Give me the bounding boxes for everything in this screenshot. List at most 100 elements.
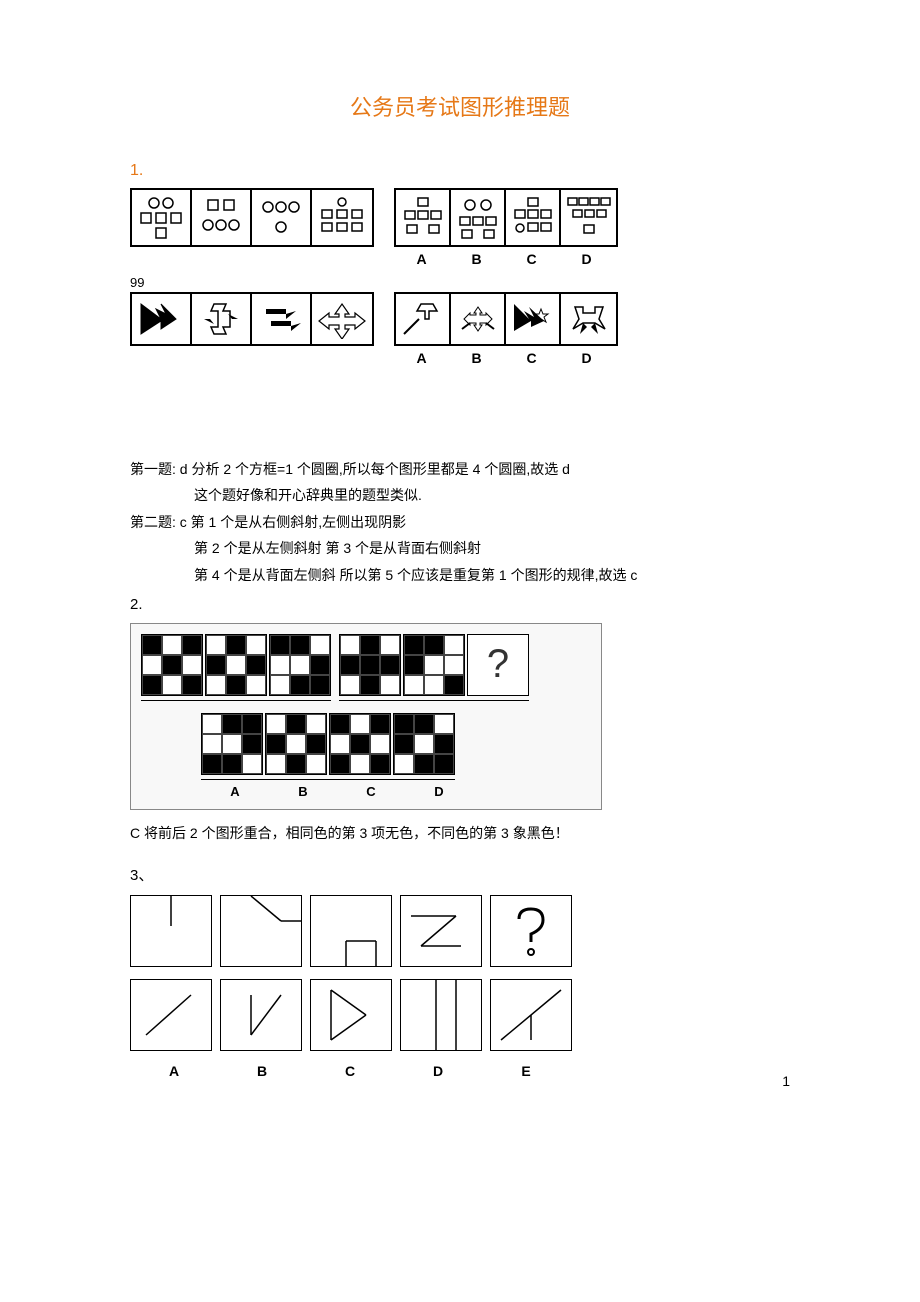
q1-options-right: A B C D bbox=[394, 188, 618, 267]
shapes-icon bbox=[399, 195, 447, 240]
answer-1-line2c: 第 4 个是从背面左侧斜 所以第 5 个应该是重复第 1 个图形的规律,故选 c bbox=[130, 564, 790, 586]
opt-label: C bbox=[306, 1063, 394, 1079]
q1-row1: A B C D bbox=[130, 188, 790, 267]
opt-label: E bbox=[482, 1063, 570, 1079]
line-shape-icon bbox=[491, 980, 571, 1050]
opt-label: A bbox=[394, 251, 449, 267]
q1-option-a bbox=[396, 190, 451, 245]
answer-1-line1: 第一题: d 分析 2 个方框=1 个圆圈,所以每个图形里都是 4 个圆圈,故选… bbox=[130, 458, 790, 480]
shapes-icon bbox=[454, 195, 502, 240]
q2-labels: A B C D bbox=[201, 784, 591, 799]
q3-labels: A B C D E bbox=[130, 1063, 610, 1079]
line-shape-icon bbox=[131, 980, 211, 1050]
opt-label: B bbox=[269, 784, 337, 799]
opt-label: C bbox=[504, 251, 559, 267]
shapes-icon bbox=[136, 195, 186, 240]
q3-panel bbox=[310, 895, 392, 967]
q3-option bbox=[220, 979, 302, 1051]
answer-2: C 将前后 2 个图形重合，相同色的第 3 项无色，不同色的第 3 象黑色！ bbox=[130, 822, 790, 844]
grid-panel bbox=[141, 634, 203, 696]
q1-sequence-left bbox=[130, 188, 374, 247]
opt-label: A bbox=[394, 350, 449, 366]
q1-arrow-panels-left bbox=[130, 292, 374, 346]
q3-option bbox=[400, 979, 482, 1051]
q3-question-mark bbox=[490, 895, 572, 967]
line-shape-icon bbox=[401, 980, 481, 1050]
q1-option-b bbox=[451, 190, 506, 245]
q3-sequence bbox=[130, 895, 610, 967]
opt-label: D bbox=[394, 1063, 482, 1079]
arrow-icon bbox=[256, 299, 306, 339]
q3-options bbox=[130, 979, 610, 1051]
shapes-icon bbox=[317, 195, 367, 240]
arrow-panel bbox=[132, 294, 192, 344]
arrow-panel bbox=[252, 294, 312, 344]
q2-options bbox=[201, 713, 455, 780]
arrow-icon bbox=[196, 299, 246, 339]
q1-panel-4 bbox=[312, 190, 372, 245]
opt-label: A bbox=[201, 784, 269, 799]
q1-option-d bbox=[561, 190, 616, 245]
grid-option bbox=[265, 713, 327, 775]
q2-row1: ? bbox=[141, 634, 591, 701]
arrow-icon bbox=[565, 299, 613, 339]
mid-label: 99 bbox=[130, 275, 790, 290]
opt-label: D bbox=[559, 251, 614, 267]
question-mark-icon bbox=[511, 904, 551, 959]
q1-labels-1: A B C D bbox=[394, 251, 618, 267]
arrow-icon bbox=[454, 299, 502, 339]
page-title: 公务员考试图形推理题 bbox=[130, 90, 790, 122]
grid-panel bbox=[269, 634, 331, 696]
q1-panel-1 bbox=[132, 190, 192, 245]
answer-1-line2: 第二题: c 第 1 个是从右侧斜射,左侧出现阴影 bbox=[130, 511, 790, 533]
q2-figure: ? A B C D bbox=[130, 623, 602, 810]
q3-panel bbox=[130, 895, 212, 967]
line-shape-icon bbox=[131, 896, 211, 966]
q3-figure: A B C D E bbox=[130, 895, 610, 1079]
arrow-icon bbox=[317, 299, 367, 339]
arrow-option bbox=[506, 294, 561, 344]
shapes-icon bbox=[196, 195, 246, 240]
grid-option bbox=[393, 713, 455, 775]
page: 公务员考试图形推理题 1. bbox=[0, 0, 920, 1119]
line-shape-icon bbox=[401, 896, 481, 966]
q3-panel bbox=[400, 895, 482, 967]
grid-panel bbox=[205, 634, 267, 696]
arrow-icon bbox=[509, 299, 557, 339]
q1-right-panels bbox=[394, 188, 618, 247]
opt-label: B bbox=[449, 350, 504, 366]
q1-panel-3 bbox=[252, 190, 312, 245]
opt-label: D bbox=[559, 350, 614, 366]
arrow-icon bbox=[399, 299, 447, 339]
page-number: 1 bbox=[782, 1073, 790, 1089]
arrow-option bbox=[396, 294, 451, 344]
arrow-panel bbox=[192, 294, 252, 344]
q1-labels-2: A B C D bbox=[394, 350, 618, 366]
q3-panel bbox=[220, 895, 302, 967]
answer-1-line2b: 第 2 个是从左侧斜射 第 3 个是从背面右侧斜射 bbox=[130, 537, 790, 559]
q3-option bbox=[130, 979, 212, 1051]
question-mark-icon: ? bbox=[467, 634, 529, 696]
opt-label: C bbox=[504, 350, 559, 366]
line-shape-icon bbox=[221, 896, 301, 966]
opt-label: B bbox=[218, 1063, 306, 1079]
opt-label: D bbox=[405, 784, 473, 799]
answer-1-line1b: 这个题好像和开心辞典里的题型类似. bbox=[130, 484, 790, 506]
opt-label: A bbox=[130, 1063, 218, 1079]
q3-option bbox=[490, 979, 572, 1051]
q1-arrow-left bbox=[130, 292, 374, 346]
grid-option bbox=[201, 713, 263, 775]
grid-panel bbox=[403, 634, 465, 696]
q1-row2: A B C D bbox=[130, 292, 790, 366]
question-1-number: 1. bbox=[130, 162, 790, 180]
arrow-option bbox=[561, 294, 616, 344]
grid-option bbox=[329, 713, 391, 775]
q1-panel-2 bbox=[192, 190, 252, 245]
opt-label: B bbox=[449, 251, 504, 267]
line-shape-icon bbox=[311, 980, 391, 1050]
q1-option-c bbox=[506, 190, 561, 245]
arrow-option bbox=[451, 294, 506, 344]
line-shape-icon bbox=[221, 980, 301, 1050]
q1-left-panels bbox=[130, 188, 374, 247]
question-3-number: 3、 bbox=[130, 864, 790, 885]
